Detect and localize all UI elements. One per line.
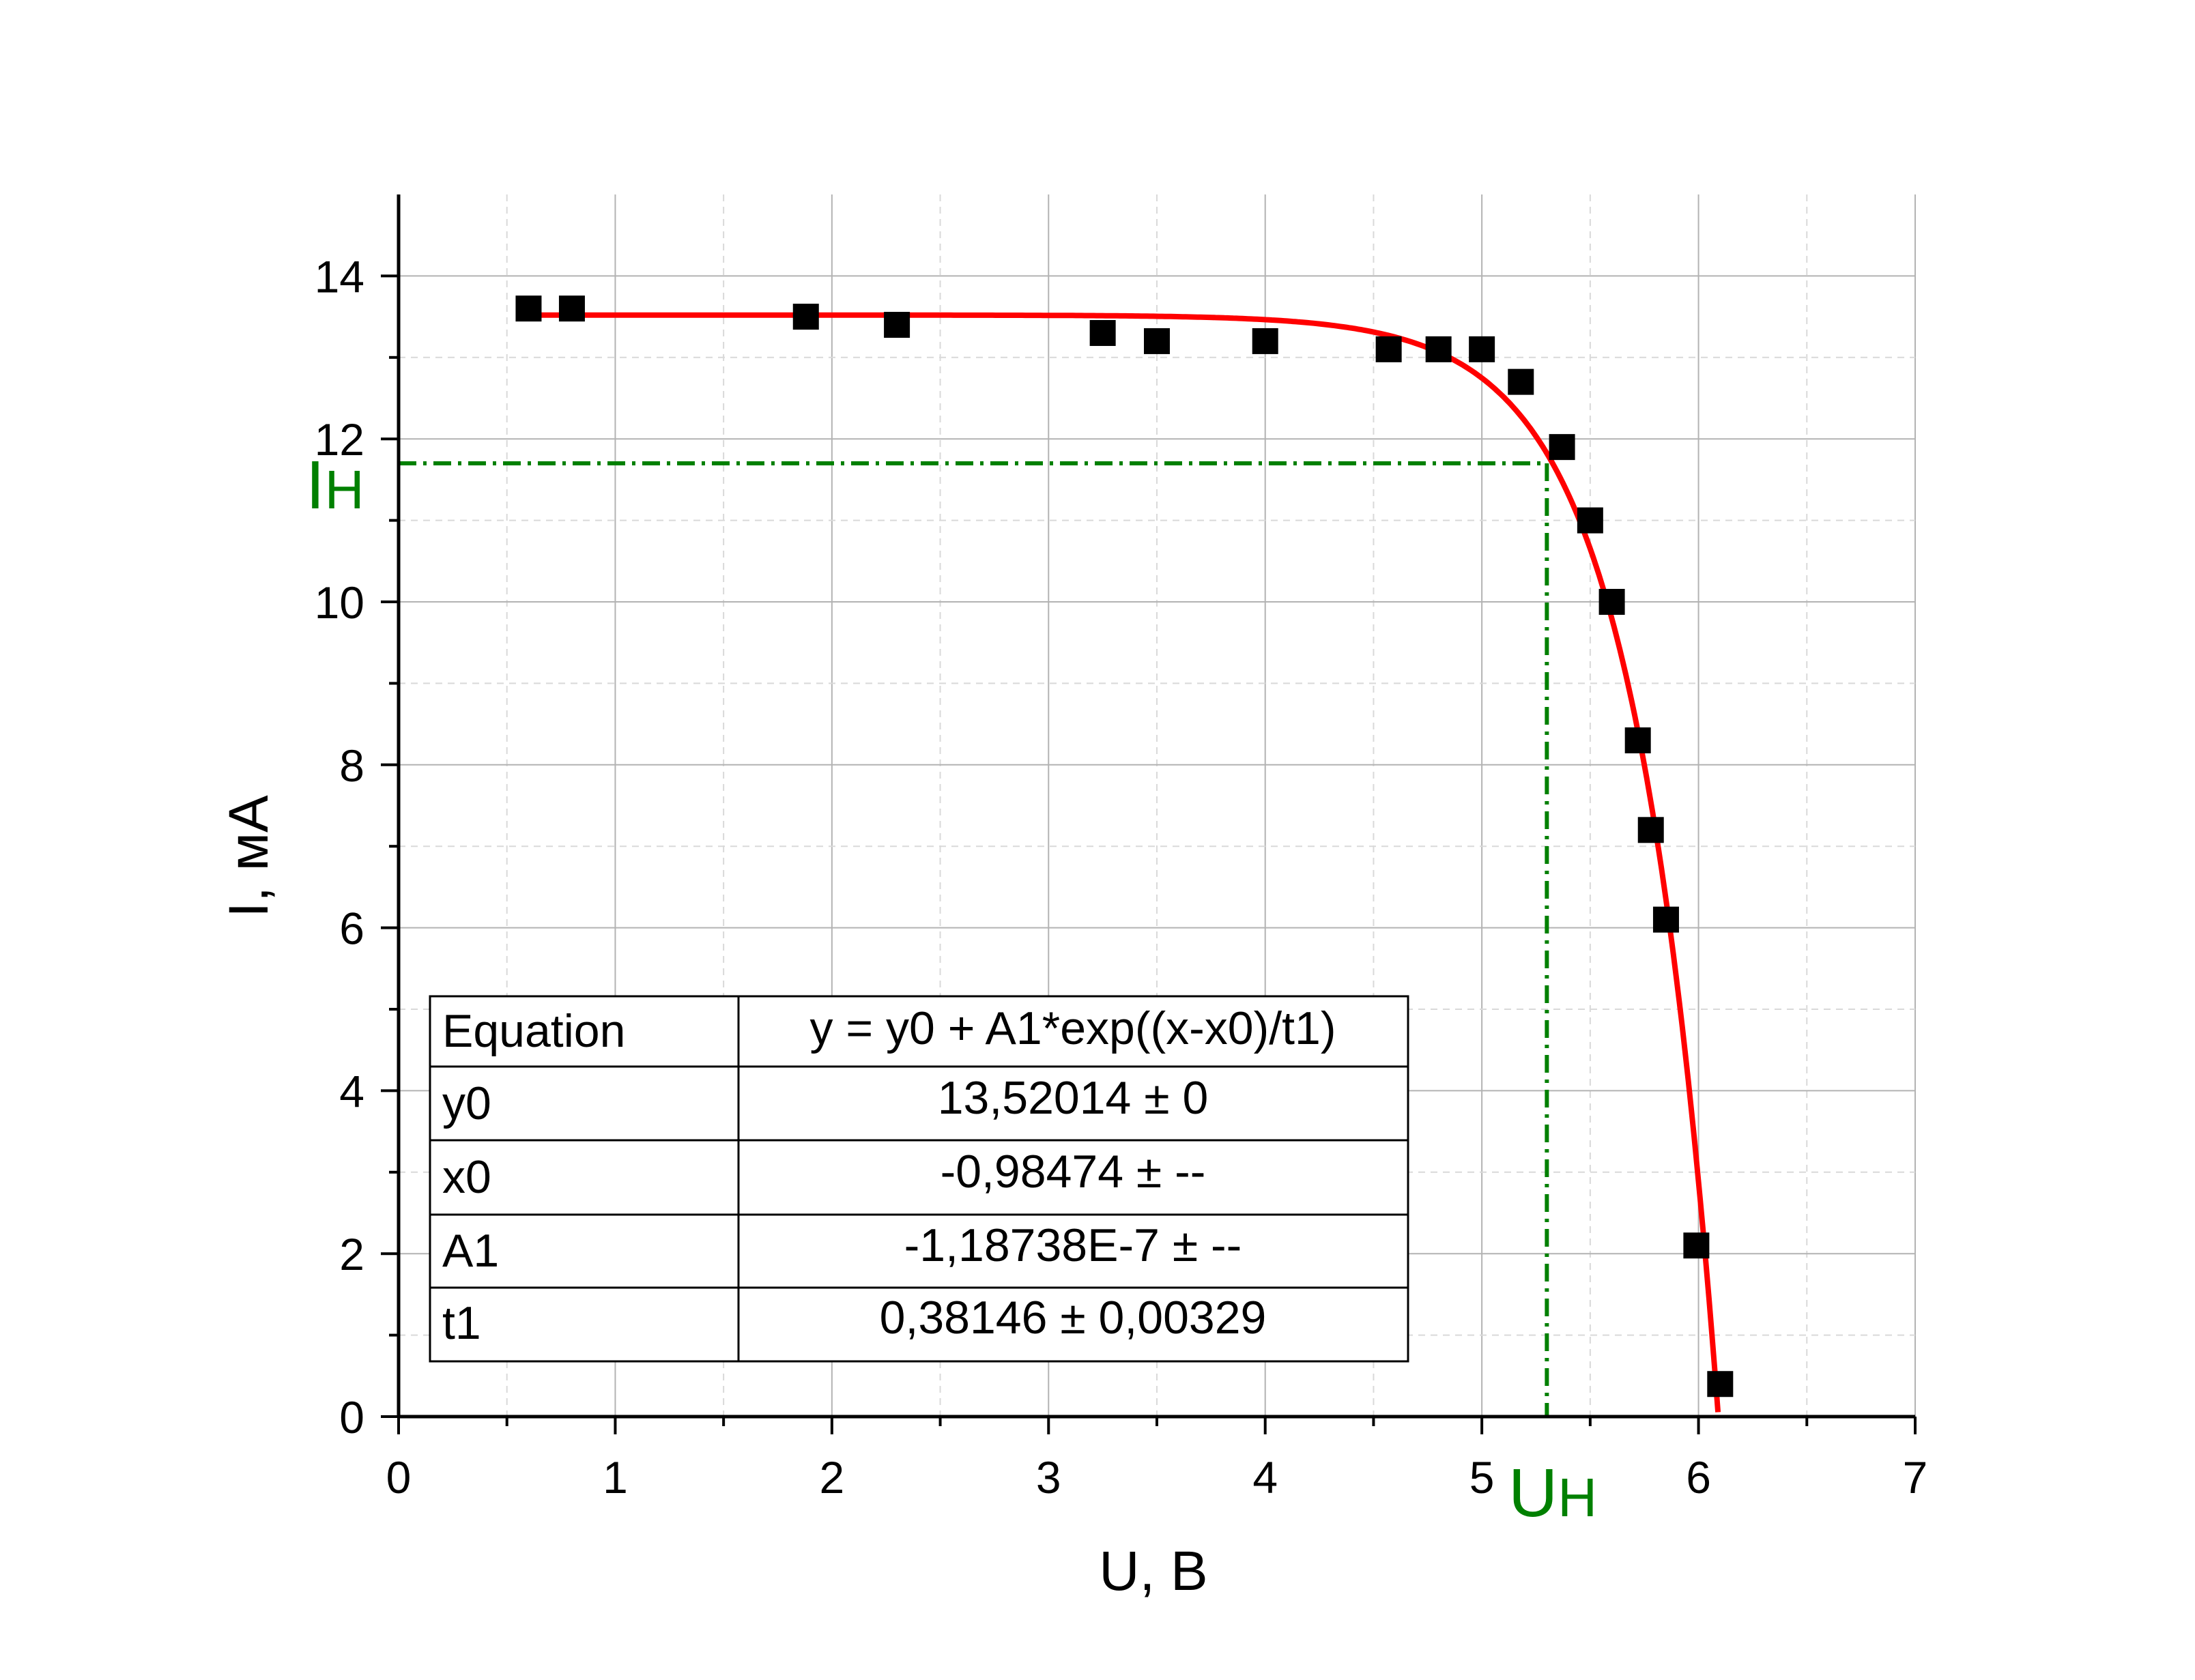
- y-tick-label: 0: [339, 1392, 364, 1443]
- data-point: [515, 295, 542, 322]
- x-tick-label: 2: [819, 1452, 844, 1503]
- data-point: [1144, 328, 1170, 354]
- grid: [399, 194, 1916, 1417]
- data-point: [1624, 727, 1651, 753]
- x-tick-label: 5: [1469, 1452, 1495, 1503]
- fit-table-value-a1: -1,18738E-7 ± --: [904, 1219, 1242, 1271]
- fit-table-value-x0: -0,98474 ± --: [941, 1146, 1206, 1198]
- y-axis-title: I, мА: [218, 795, 280, 918]
- operating-point-guides: [399, 461, 1549, 1417]
- x-tick-label: 7: [1903, 1452, 1928, 1503]
- x-tick-label: 4: [1252, 1452, 1278, 1503]
- fit-table-param-x0: x0: [442, 1151, 491, 1203]
- y-operating-marker-label: IН: [306, 447, 364, 523]
- x-tick-label: 1: [603, 1452, 628, 1503]
- fit-curve-layer: [528, 312, 1721, 1413]
- data-point: [1508, 368, 1534, 395]
- data-point: [1252, 328, 1278, 354]
- fit-table-param-a1: A1: [442, 1225, 499, 1277]
- y-tick-label: 4: [339, 1066, 364, 1116]
- y-tick-label: 14: [315, 251, 364, 302]
- y-tick-label: 8: [339, 740, 364, 791]
- x-tick-label: 6: [1686, 1452, 1711, 1503]
- fit-table-header-name: Equation: [442, 1005, 625, 1057]
- y-tick-label: 10: [315, 577, 364, 628]
- x-operating-marker-label: UН: [1508, 1455, 1597, 1531]
- fit-table-param-y0: y0: [442, 1077, 491, 1129]
- data-point: [1683, 1232, 1710, 1259]
- data-point: [1549, 434, 1575, 461]
- x-axis-title: U, В: [1099, 1540, 1207, 1602]
- y-tick-label: 12: [315, 414, 364, 465]
- data-point: [1089, 319, 1116, 346]
- data-point: [1375, 336, 1402, 362]
- fit-table-frame: [429, 995, 1409, 1363]
- data-point: [558, 295, 585, 322]
- data-point: [792, 304, 819, 330]
- fit-table-value-t1: 0,38146 ± 0,00329: [880, 1292, 1267, 1344]
- axes: [381, 194, 1917, 1434]
- x-tick-label: 3: [1036, 1452, 1061, 1503]
- data-point: [1469, 336, 1495, 362]
- data-point: [1425, 336, 1452, 362]
- fit-table-param-t1: t1: [442, 1297, 481, 1349]
- fit-table-value-y0: 13,52014 ± 0: [938, 1072, 1209, 1124]
- data-points: [515, 295, 1734, 1397]
- data-point: [1637, 817, 1664, 843]
- fit-table-header-equation: y = y0 + A1*exp((x-x0)/t1): [810, 1002, 1336, 1054]
- y-tick-label: 2: [339, 1229, 364, 1279]
- fit-curve: [528, 312, 1721, 1413]
- data-point: [1577, 507, 1603, 534]
- data-point: [1707, 1371, 1734, 1397]
- data-point: [1652, 906, 1679, 933]
- data-point: [884, 312, 910, 338]
- fit-parameters-table: Equation y = y0 + A1*exp((x-x0)/t1) y0 1…: [429, 995, 1409, 1363]
- y-tick-label: 6: [339, 903, 364, 954]
- x-tick-label: 0: [386, 1452, 412, 1503]
- data-point: [1598, 589, 1625, 615]
